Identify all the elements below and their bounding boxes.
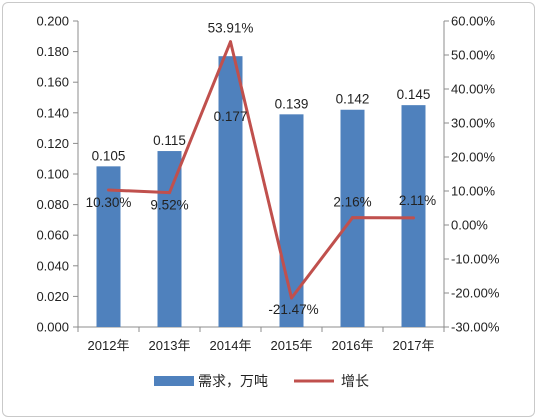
- left-tick-label: 0.020: [36, 289, 69, 304]
- legend-label-bar: 需求，万吨: [198, 374, 268, 390]
- x-tick-label: 2014年: [210, 338, 252, 353]
- right-tick-label: 30.00%: [451, 116, 496, 131]
- growth-point-2014年: [229, 40, 232, 44]
- growth-value-label: 10.30%: [86, 195, 132, 210]
- bar-value-label: 0.139: [275, 96, 309, 111]
- right-tick-label: 0.00%: [451, 218, 488, 233]
- right-tick-label: 60.00%: [451, 14, 496, 29]
- left-tick-label: 0.180: [36, 44, 69, 59]
- left-tick-label: 0.040: [36, 258, 69, 273]
- growth-value-label: 53.91%: [208, 21, 254, 36]
- bar-2017年: [401, 105, 426, 328]
- x-tick-label: 2012年: [88, 338, 130, 353]
- growth-line: [108, 40, 414, 300]
- x-tick-label: 2015年: [271, 338, 313, 353]
- right-tick-label: 40.00%: [451, 82, 496, 97]
- x-tick-label: 2017年: [393, 338, 435, 353]
- right-tick-label: 50.00%: [451, 48, 496, 63]
- growth-point-2012年: [107, 188, 110, 192]
- right-tick-label: 10.00%: [451, 184, 496, 199]
- growth-value-label: -21.47%: [268, 302, 318, 317]
- left-tick-label: 0.160: [36, 75, 69, 90]
- bar-value-label: 0.177: [214, 109, 248, 124]
- bar-value-label: 0.115: [153, 133, 186, 148]
- growth-point-2015年: [290, 296, 293, 300]
- growth-value-label: 2.16%: [333, 195, 371, 210]
- growth-value-label: 2.11%: [399, 193, 436, 208]
- growth-point-2013年: [168, 191, 171, 195]
- left-tick-label: 0.060: [36, 228, 69, 243]
- left-tick-label: 0.100: [36, 167, 69, 182]
- bar-2013年: [157, 151, 182, 327]
- right-tick-label: 20.00%: [451, 150, 496, 165]
- growth-value-label: 9.52%: [150, 198, 188, 213]
- right-tick-label: -10.00%: [451, 252, 500, 267]
- legend-label-line: 增长: [341, 374, 369, 390]
- right-tick-label: -20.00%: [451, 286, 500, 301]
- x-tick-label: 2016年: [332, 338, 374, 353]
- left-tick-label: 0.200: [36, 14, 69, 29]
- right-tick-label: -30.00%: [451, 320, 500, 335]
- left-tick-label: 0.080: [36, 197, 69, 212]
- growth-point-2017年: [412, 216, 415, 220]
- bar-2012年: [96, 166, 121, 327]
- bar-value-label: 0.145: [397, 87, 431, 102]
- bar-2014年: [218, 56, 243, 327]
- growth-point-2016年: [351, 216, 354, 220]
- left-tick-label: 0.140: [36, 105, 69, 120]
- left-tick-label: 0.000: [36, 320, 69, 335]
- bar-value-label: 0.142: [336, 92, 370, 107]
- bar-value-label: 0.105: [92, 148, 126, 163]
- x-tick-label: 2013年: [149, 338, 191, 353]
- left-tick-label: 0.120: [36, 136, 69, 151]
- legend-swatch-bar: [154, 376, 194, 386]
